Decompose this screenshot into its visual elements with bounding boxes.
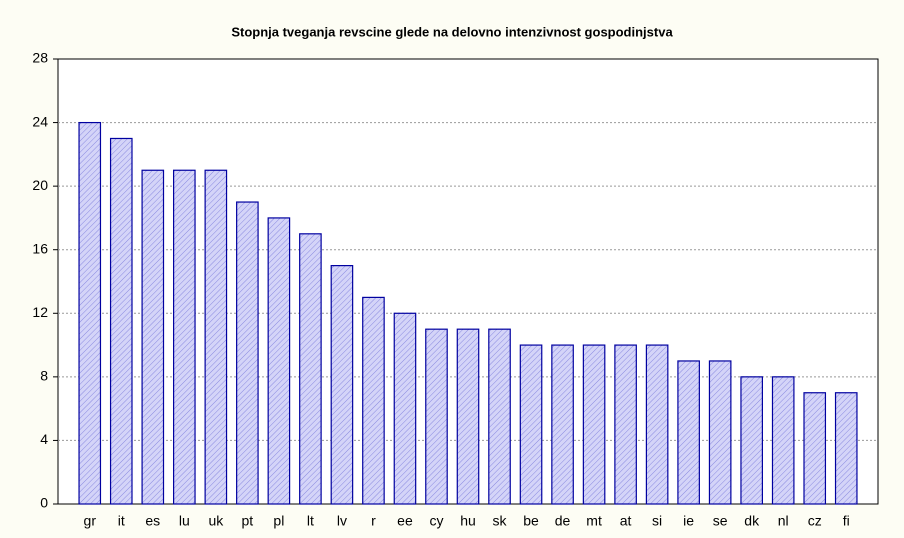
x-tick-label: fi: [843, 513, 850, 529]
x-tick-label: si: [652, 513, 662, 529]
x-tick-label: cy: [429, 513, 443, 529]
bar: [582, 344, 606, 505]
x-tick-label: at: [620, 513, 632, 529]
x-tick-label: ie: [683, 513, 694, 529]
y-tick-label: 16: [32, 240, 48, 256]
x-tick-label: uk: [208, 513, 224, 529]
x-tick-label: ee: [397, 513, 413, 529]
bar: [614, 344, 637, 505]
bar: [204, 169, 228, 505]
y-tick-label: 0: [40, 495, 48, 511]
x-tick-label: nl: [778, 513, 789, 529]
bar: [645, 344, 669, 505]
bar: [393, 312, 417, 505]
x-tick-label: lt: [307, 513, 314, 529]
x-tick-label: se: [713, 513, 728, 529]
x-tick-label: be: [523, 513, 539, 529]
y-tick-label: 24: [32, 113, 48, 129]
x-tick-label: gr: [84, 513, 97, 529]
bar: [740, 376, 763, 505]
bar: [109, 137, 133, 505]
chart-title: Stopnja tveganja revscine glede na delov…: [231, 24, 673, 39]
y-tick-label: 20: [32, 177, 48, 193]
bar: [519, 344, 543, 505]
bar: [488, 328, 511, 505]
bar: [771, 376, 795, 505]
bar: [267, 217, 291, 505]
x-tick-label: mt: [586, 513, 602, 529]
bar: [425, 328, 448, 505]
bar: [173, 169, 196, 505]
y-tick-label: 8: [40, 368, 48, 384]
bar: [330, 265, 354, 505]
x-tick-label: it: [118, 513, 125, 529]
y-tick-label: 12: [32, 304, 48, 320]
bar: [677, 360, 700, 505]
x-tick-label: lu: [179, 513, 190, 529]
x-tick-label: cz: [808, 513, 822, 529]
bar: [803, 392, 827, 505]
x-tick-label: sk: [493, 513, 508, 529]
bar: [456, 328, 480, 505]
x-tick-label: r: [371, 513, 376, 529]
bar: [551, 344, 574, 505]
x-tick-label: es: [145, 513, 160, 529]
bar: [141, 169, 165, 505]
y-tick-label: 4: [40, 431, 48, 447]
y-tick-label: 28: [32, 50, 48, 66]
x-tick-label: lv: [337, 513, 347, 529]
x-tick-label: hu: [460, 513, 476, 529]
bar: [834, 392, 858, 505]
x-tick-label: dk: [744, 513, 760, 529]
bar: [236, 201, 259, 505]
bar: [78, 121, 102, 505]
x-tick-label: pl: [273, 513, 284, 529]
bar: [708, 360, 732, 505]
x-tick-label: de: [555, 513, 571, 529]
bar: [299, 233, 322, 505]
bar: [362, 296, 385, 505]
x-tick-label: pt: [242, 513, 254, 529]
